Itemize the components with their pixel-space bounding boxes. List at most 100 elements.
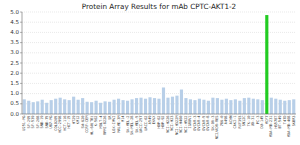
y-tick-label: 4.5	[10, 19, 19, 25]
x-tick-label: MCF7	[265, 116, 269, 125]
x-tick-label: BT-549	[278, 116, 282, 129]
x-tick-label: IGROV1	[188, 116, 192, 129]
x-tick-label: NCI-H322M	[175, 115, 179, 135]
x-tick-label: U87-MG	[49, 116, 53, 129]
x-tick-label: SF-295	[27, 116, 31, 129]
x-tick-label: UACC-257	[139, 116, 143, 133]
x-tick-label: NCI-H23	[170, 116, 174, 131]
x-tick-label: EKVX	[152, 115, 156, 124]
bar	[243, 98, 246, 114]
y-tick-label: 0.0	[10, 111, 19, 117]
bar	[184, 98, 187, 114]
x-tick-label: HOP-62	[157, 116, 161, 129]
bar	[274, 99, 277, 114]
bar	[265, 15, 268, 114]
bar	[41, 100, 44, 114]
x-tick-label: CCRF-CEM	[85, 115, 89, 133]
x-tick-label: SF-539	[31, 116, 35, 129]
bar	[126, 101, 129, 114]
bar	[54, 99, 57, 114]
bar	[95, 101, 98, 114]
y-tick-label: 5.0	[10, 9, 19, 15]
bar	[113, 100, 116, 114]
x-tick-label: HT29	[72, 116, 76, 125]
x-tick-label: UACC-62	[144, 116, 148, 131]
bar	[252, 99, 255, 114]
bar	[135, 98, 138, 114]
x-tick-label: LOX-IMVI	[112, 116, 116, 133]
bar	[202, 100, 205, 114]
bar	[162, 87, 165, 114]
title: Protein Array Results for mAb CPTC-AKT1-…	[82, 2, 236, 11]
bar	[72, 97, 75, 114]
x-tick-label: M14	[121, 116, 125, 123]
x-tick-label: OVCAR-3	[193, 116, 197, 131]
bar	[193, 100, 196, 114]
x-tick-label: PC-3	[256, 116, 260, 125]
grid-line	[22, 32, 296, 33]
bar	[108, 102, 111, 114]
bar	[180, 90, 183, 114]
x-tick-label: UO-31	[251, 116, 255, 127]
x-tick-label: RXF393	[238, 116, 242, 129]
bar	[211, 98, 214, 114]
x-tick-label: HS578T	[274, 115, 278, 129]
x-tick-label: SK-OV-3	[211, 116, 215, 131]
x-tick-label: HCC-2998	[58, 116, 62, 133]
x-tick-label: SN12C	[242, 116, 246, 127]
x-tick-label: OVCAR-4	[197, 116, 201, 131]
grid-line	[22, 93, 296, 94]
x-tick-label: MDA-MB-231	[269, 116, 273, 138]
x-tick-label: SW-620	[81, 116, 85, 129]
bar	[157, 99, 160, 114]
bar	[86, 102, 89, 114]
bar	[229, 100, 232, 114]
bar	[292, 99, 295, 114]
bar	[99, 103, 102, 114]
bar	[77, 100, 80, 114]
bar	[90, 102, 93, 114]
bar	[45, 103, 48, 114]
x-tick-label: NCI-H226	[166, 116, 170, 133]
x-tick-label: SK-MEL-28	[130, 116, 134, 135]
bar	[81, 98, 84, 114]
x-tick-label: T47D	[283, 116, 287, 125]
bar	[68, 100, 71, 114]
bar	[247, 98, 250, 114]
bar	[261, 100, 264, 114]
bar	[166, 98, 169, 114]
x-tick-label: CAKI-1	[233, 116, 237, 129]
bar	[27, 101, 30, 114]
x-tick-label: RPMI-8226	[103, 116, 107, 135]
y-tick-label: 1.5	[10, 80, 19, 86]
bar	[171, 97, 174, 114]
x-tick-label: NCI-H522	[184, 116, 188, 133]
bar	[104, 101, 107, 114]
grid-line	[22, 22, 296, 23]
chart: 0.00.51.01.52.02.53.03.54.04.55.0U251-MG…	[0, 0, 300, 145]
bar	[59, 98, 62, 114]
x-tick-label: 786-0	[220, 116, 224, 127]
y-tick-label: 2.0	[10, 70, 19, 76]
bars	[23, 15, 296, 114]
x-tick-label: SK-MEL-5	[135, 116, 139, 133]
x-tick-label: SR	[108, 115, 112, 120]
grid-line	[22, 42, 296, 43]
x-tick-label: SNB-75	[45, 116, 49, 129]
bar	[139, 98, 142, 114]
x-tick-label: OVCAR-5	[202, 116, 206, 131]
x-tick-label: SK-MEL-2	[126, 116, 130, 133]
x-tick-label: SNB-19	[40, 116, 44, 129]
grid-line	[22, 73, 296, 74]
bar	[175, 96, 178, 114]
x-tick-label: HCT-116	[63, 116, 67, 131]
y-tick-label: 4.0	[10, 29, 19, 35]
x-tick-label: OVCAR-8	[206, 116, 210, 131]
x-axis: U251-MGSF-295SF-539SF-268SNB-19SNB-75U87…	[22, 115, 296, 140]
grid-line	[22, 83, 296, 84]
x-tick-label: A549	[148, 116, 152, 125]
x-tick-label: COLO205	[54, 116, 58, 131]
x-tick-label: ACHN	[229, 116, 233, 125]
bar	[32, 102, 35, 114]
x-tick-label: HCT-15	[67, 116, 71, 129]
